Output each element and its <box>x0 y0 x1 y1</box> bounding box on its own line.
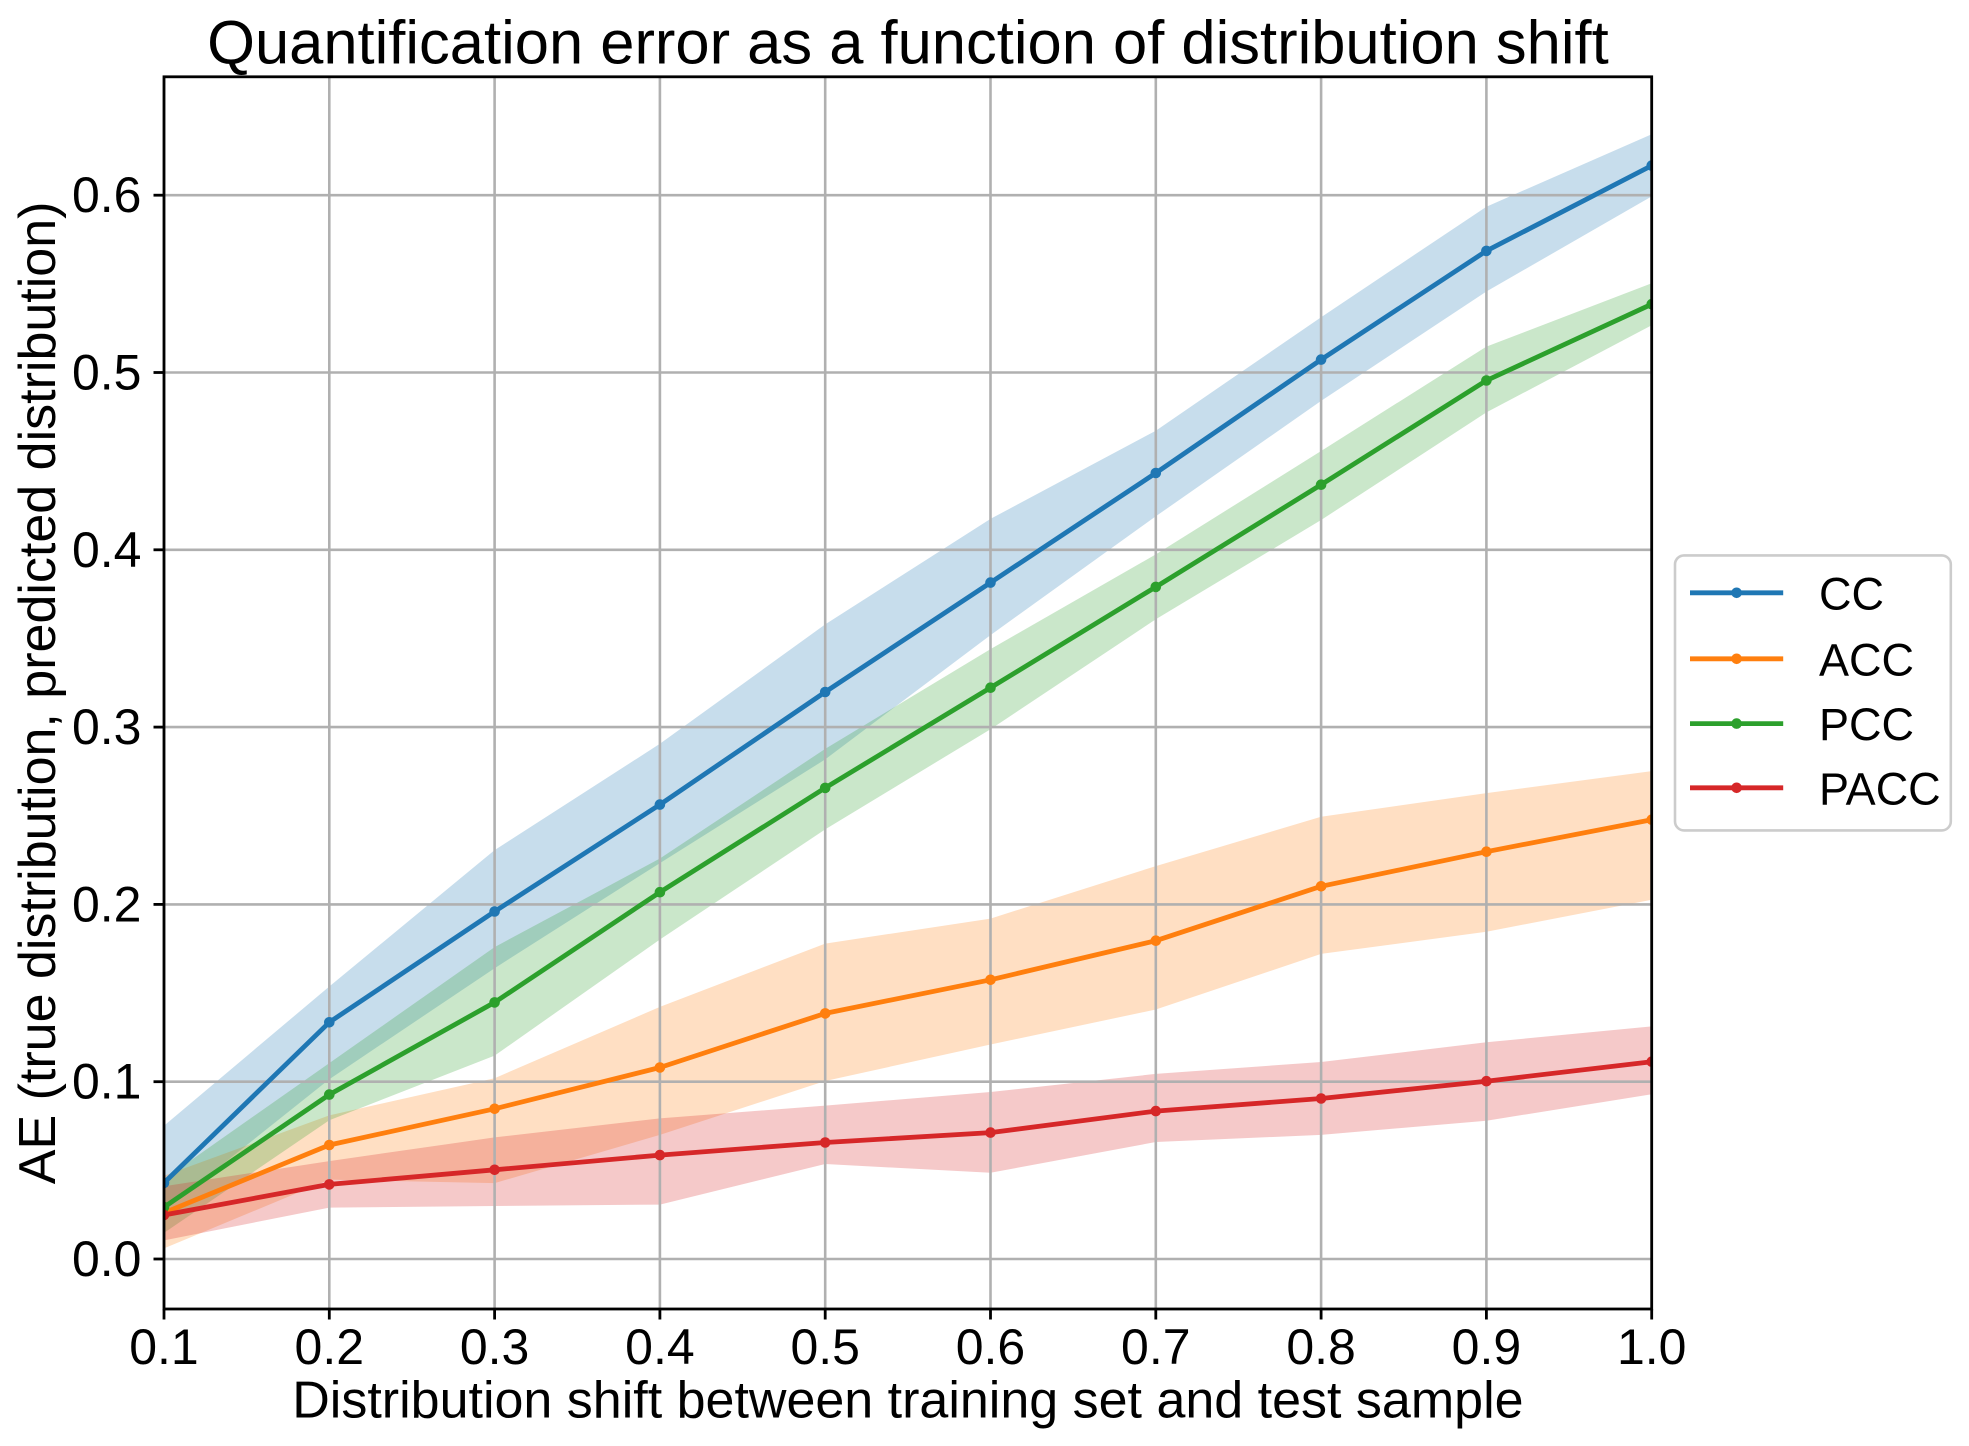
svg-text:0.4: 0.4 <box>72 522 142 578</box>
svg-text:PACC: PACC <box>1819 763 1941 814</box>
svg-text:0.4: 0.4 <box>625 1319 695 1375</box>
svg-text:PCC: PCC <box>1819 699 1914 750</box>
svg-text:1.0: 1.0 <box>1617 1319 1687 1375</box>
svg-text:0.3: 0.3 <box>72 699 142 755</box>
svg-text:0.9: 0.9 <box>1452 1319 1522 1375</box>
svg-text:0.1: 0.1 <box>72 1054 142 1110</box>
svg-text:0.5: 0.5 <box>790 1319 860 1375</box>
svg-text:AE (true distribution, predict: AE (true distribution, predicted distrib… <box>9 202 67 1185</box>
svg-text:0.5: 0.5 <box>72 345 142 401</box>
svg-text:ACC: ACC <box>1819 634 1914 685</box>
svg-text:0.2: 0.2 <box>72 876 142 932</box>
svg-text:0.3: 0.3 <box>460 1319 530 1375</box>
svg-text:Quantification error as a func: Quantification error as a function of di… <box>207 9 1609 78</box>
svg-text:Distribution shift between tra: Distribution shift between training set … <box>292 1372 1523 1430</box>
svg-text:0.6: 0.6 <box>72 167 142 223</box>
svg-text:0.1: 0.1 <box>129 1319 199 1375</box>
svg-text:0.2: 0.2 <box>295 1319 365 1375</box>
svg-text:CC: CC <box>1819 568 1884 619</box>
svg-text:0.7: 0.7 <box>1121 1319 1191 1375</box>
svg-text:0.8: 0.8 <box>1286 1319 1356 1375</box>
svg-text:0.6: 0.6 <box>956 1319 1026 1375</box>
svg-text:0.0: 0.0 <box>72 1231 142 1287</box>
